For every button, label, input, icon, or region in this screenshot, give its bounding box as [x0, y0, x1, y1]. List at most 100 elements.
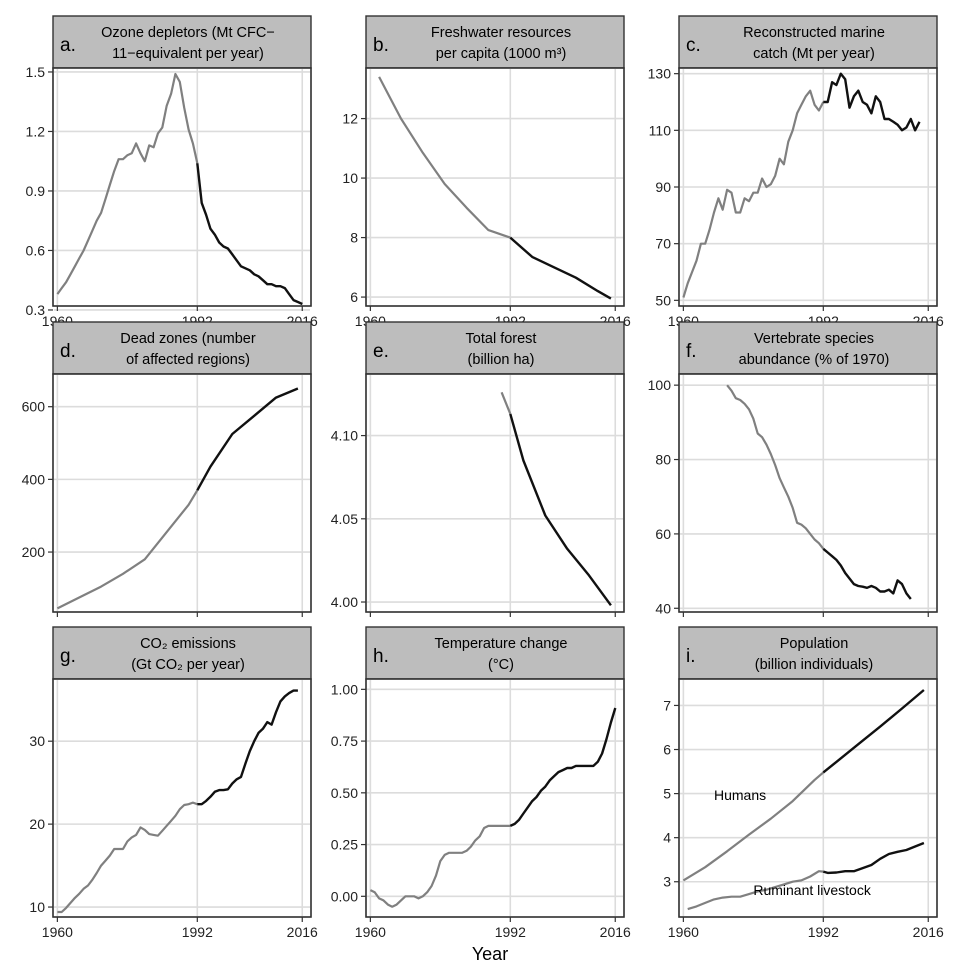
y-tick-label: 50 [655, 292, 671, 308]
x-tick-label: 2016 [287, 924, 318, 940]
y-tick-label: 0.50 [331, 785, 358, 801]
panel-h-series-0-recent-line [509, 707, 617, 827]
panel-h-svg: h. Temperature change (°C) 0.00 0.25 0.50 0.75… [331, 626, 631, 940]
y-tick-label: 6 [663, 742, 671, 758]
panel-d-letter: d. [60, 341, 76, 362]
y-tick-label: 40 [655, 600, 671, 616]
y-tick-label: 130 [648, 66, 672, 82]
y-tick-label: 60 [655, 526, 671, 542]
y-tick-label: 4 [663, 830, 671, 846]
panel-d-title-line: Dead zones (number [120, 331, 256, 347]
y-tick-label: 0.9 [26, 183, 46, 199]
panel-i-letter: i. [686, 646, 696, 667]
y-tick-label: 12 [342, 111, 358, 127]
panel-e-series-0-historical-line [500, 391, 512, 415]
panel-h-frame [365, 678, 625, 918]
panel-b-series-0-recent-line [509, 236, 612, 300]
y-tick-label: 4.05 [331, 511, 358, 527]
x-tick-label: 2016 [913, 924, 944, 940]
panel-b: b. Freshwater resources per capita (1000 m… [306, 15, 631, 329]
x-tick-label: 1960 [42, 924, 73, 940]
y-tick-label: 0.00 [331, 888, 358, 904]
panel-b-frame [365, 67, 625, 307]
panel-d-series-0-recent-line [196, 387, 299, 491]
panel-a-frame [52, 67, 312, 307]
panel-b-svg: b. Freshwater resources per capita (1000 m… [342, 15, 631, 329]
y-tick-label: 80 [655, 452, 671, 468]
panel-i-series-0-historical-line [682, 771, 825, 882]
panel-g-title-line: CO₂ emissions [140, 636, 236, 652]
panel-d-svg: d. Dead zones (number of affected regions)… [22, 321, 312, 617]
y-tick-label: 1.00 [331, 681, 358, 697]
panel-i-series-0-recent-line [822, 689, 925, 774]
panel-e-plot-area [365, 373, 625, 613]
y-tick-label: 90 [655, 179, 671, 195]
panel-c-series-0-historical-line [682, 89, 825, 298]
panel-f-strip [678, 321, 938, 375]
panel-h-letter: h. [373, 646, 389, 667]
y-tick-label: 7 [663, 697, 671, 713]
y-tick-label: 70 [655, 236, 671, 252]
panel-h-title-line: (°C) [488, 657, 514, 673]
panel-g-series-0-historical-line [57, 801, 198, 914]
panel-d-title-line: of affected regions) [126, 352, 250, 368]
panel-f-letter: f. [686, 341, 697, 362]
panel-e-title-line: (billion ha) [468, 352, 535, 368]
panel-a-series-0-historical-line [56, 72, 199, 295]
panel-f-title-line: abundance (% of 1970) [739, 352, 890, 368]
panel-b-series-0-historical-line [378, 76, 511, 239]
panel-f-svg: f. Vertebrate species abundance (% of 1970… [648, 321, 938, 617]
panel-i-annotation: Ruminant livestock [753, 882, 871, 898]
panel-e-series-0-recent-line [509, 413, 612, 607]
panel-e-letter: e. [373, 341, 389, 362]
y-tick-label: 0.3 [26, 302, 46, 318]
panel-c-letter: c. [686, 35, 701, 56]
panel-c-title-line: Reconstructed marine [743, 25, 885, 41]
panel-g: g. CO₂ emissions (Gt CO₂ per year) 10 20 30 19… [0, 626, 318, 940]
y-tick-label: 20 [29, 816, 45, 832]
panel-b-letter: b. [373, 35, 389, 56]
y-tick-label: 1.5 [26, 64, 46, 80]
panel-a-plot-area [52, 67, 312, 307]
panel-f: f. Vertebrate species abundance (% of 1970… [619, 321, 938, 622]
panel-d-plot-area [52, 373, 312, 613]
panel-a-strip [52, 15, 312, 69]
y-tick-label: 4.10 [331, 428, 358, 444]
y-tick-label: 10 [29, 899, 45, 915]
panel-g-strip [52, 626, 312, 680]
panel-d-strip [52, 321, 312, 375]
panel-f-frame [678, 373, 938, 613]
panel-i-title-line: Population [780, 636, 849, 652]
panel-i-series-1-historical-line [687, 870, 824, 911]
x-tick-label: 1960 [355, 924, 386, 940]
y-tick-label: 110 [649, 122, 672, 138]
panel-i-frame [678, 678, 938, 918]
y-tick-label: 0.75 [331, 733, 358, 749]
y-tick-label: 0.25 [331, 837, 358, 853]
y-tick-label: 6 [350, 289, 358, 305]
panel-b-title-line: Freshwater resources [431, 25, 571, 41]
y-tick-label: 5 [663, 786, 671, 802]
y-tick-label: 30 [29, 733, 45, 749]
x-tick-label: 1992 [808, 924, 839, 940]
panel-e: e. Total forest (billion ha) 4.00 4.05 4.10 [306, 321, 625, 622]
panel-a-title-line: Ozone depletors (Mt CFC− [101, 25, 275, 41]
panel-h-plot-area [365, 678, 625, 918]
x-axis-title: Year [471, 944, 509, 964]
x-tick-label: 2016 [600, 924, 631, 940]
panel-f-title-line: Vertebrate species [754, 331, 874, 347]
panel-c-series-0-recent-line [823, 72, 921, 132]
panel-a-svg: a. Ozone depletors (Mt CFC− 11−equivalent … [26, 15, 318, 329]
y-tick-label: 8 [350, 230, 358, 246]
panel-a-letter: a. [60, 35, 76, 56]
y-tick-label: 200 [22, 544, 46, 560]
panel-g-svg: g. CO₂ emissions (Gt CO₂ per year) 10 20 30 19… [29, 626, 318, 940]
y-tick-label: 0.6 [26, 242, 46, 258]
y-tick-label: 10 [342, 170, 358, 186]
panel-i: i. Population (billion individuals) 3 4 5 6 7 19… [619, 626, 944, 940]
panel-i-series-1-recent-line [822, 841, 925, 875]
panel-e-title-line: Total forest [466, 331, 537, 347]
panel-i-svg: i. Population (billion individuals) 3 4 5 6 7 19… [663, 626, 944, 940]
x-tick-label: 1992 [495, 924, 526, 940]
